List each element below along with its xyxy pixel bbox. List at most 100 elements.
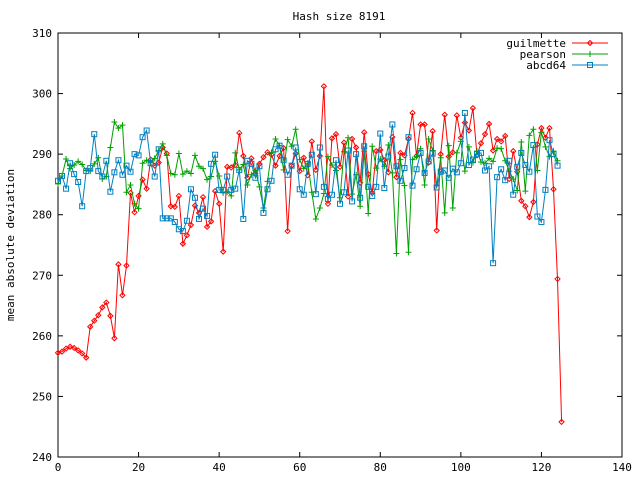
data-point-guilmette [78,350,86,357]
data-point-abcd64 [320,183,327,190]
data-point-abcd64 [139,134,146,141]
data-point-pearson [171,171,178,178]
data-point-abcd64 [473,151,480,158]
data-point-abcd64 [304,160,311,167]
x-tick-label: 80 [374,461,387,474]
data-point-guilmette [143,185,150,192]
data-point-abcd64 [228,186,235,193]
data-point-guilmette [429,127,436,135]
data-point-pearson [324,153,331,160]
data-point-pearson [280,166,287,173]
data-point-abcd64 [449,165,456,172]
data-point-abcd64 [240,215,247,222]
data-point-pearson [240,161,247,168]
data-point-pearson [453,149,460,156]
data-point-guilmette [497,138,505,145]
data-point-pearson [369,143,376,150]
data-point-pearson [139,160,146,167]
data-point-abcd64 [349,198,356,205]
y-axis-label: mean absolute deviation [4,169,17,321]
data-point-abcd64 [353,151,360,158]
data-point-pearson [288,143,295,150]
data-point-pearson [514,187,521,194]
data-point-pearson [316,205,323,212]
legend-label-guilmette: guilmette [506,37,566,50]
data-point-abcd64 [248,160,255,167]
data-point-guilmette [441,111,448,118]
data-point-pearson [296,156,303,163]
data-point-guilmette [236,129,243,137]
data-point-pearson [461,168,468,175]
data-point-pearson [425,136,432,142]
data-point-abcd64 [345,147,352,154]
data-point-pearson [490,158,497,165]
data-point-pearson [268,149,275,156]
data-point-guilmette [461,119,469,126]
data-point-pearson [365,210,372,217]
x-tick-label: 120 [531,461,551,474]
data-point-abcd64 [514,163,521,170]
data-point-abcd64 [79,203,86,210]
data-point-abcd64 [486,163,493,170]
data-point-pearson [421,182,428,189]
data-point-abcd64 [332,157,339,164]
data-point-guilmette [360,129,368,136]
data-point-abcd64 [401,165,408,172]
data-point-guilmette [199,193,207,201]
data-point-abcd64 [252,174,259,181]
data-point-guilmette [397,149,404,157]
data-point-pearson [159,140,166,147]
data-point-pearson [204,176,211,183]
data-point-guilmette [485,120,493,128]
legend-marker-guilmette [586,39,594,47]
data-point-pearson [179,171,186,178]
data-point-abcd64 [526,168,533,175]
data-point-pearson [200,165,207,172]
data-point-guilmette [223,163,231,171]
data-point-abcd64 [498,166,505,173]
data-point-guilmette [183,232,191,239]
data-point-abcd64 [312,191,319,198]
data-point-guilmette [74,347,82,354]
data-point-guilmette [445,153,452,160]
data-point-guilmette [530,198,537,206]
data-point-pearson [228,192,235,199]
data-point-pearson [534,167,541,174]
data-point-pearson [441,209,448,216]
data-point-guilmette [433,227,440,234]
data-point-pearson [220,189,227,196]
data-point-abcd64 [284,171,291,178]
data-point-guilmette [501,132,509,140]
data-point-pearson [107,144,114,151]
data-point-abcd64 [91,131,98,138]
y-tick-label: 240 [32,451,52,464]
data-point-guilmette [240,152,247,160]
data-point-abcd64 [123,162,130,169]
data-point-abcd64 [494,174,501,181]
data-point-guilmette [554,275,561,283]
data-point-guilmette [308,138,316,145]
plot-frame [57,32,623,458]
data-point-abcd64 [83,168,90,175]
y-tick-label: 250 [32,390,52,403]
data-point-guilmette [449,149,457,156]
y-tick-label: 280 [32,209,52,222]
data-point-guilmette [179,240,187,247]
data-point-abcd64 [397,177,404,184]
data-point-guilmette [103,299,110,306]
data-point-pearson [127,182,134,189]
data-point-abcd64 [204,212,211,219]
data-point-abcd64 [453,169,460,176]
series-pearson [55,119,561,257]
chart-title: Hash size 8191 [293,10,386,23]
data-point-abcd64 [530,142,537,149]
data-point-guilmette [203,223,211,231]
data-point-guilmette [336,163,344,171]
data-point-abcd64 [542,186,549,193]
data-point-pearson [445,142,452,149]
data-point-pearson [449,205,456,212]
data-point-abcd64 [441,167,448,174]
data-point-abcd64 [276,142,283,149]
data-point-guilmette [328,135,336,142]
